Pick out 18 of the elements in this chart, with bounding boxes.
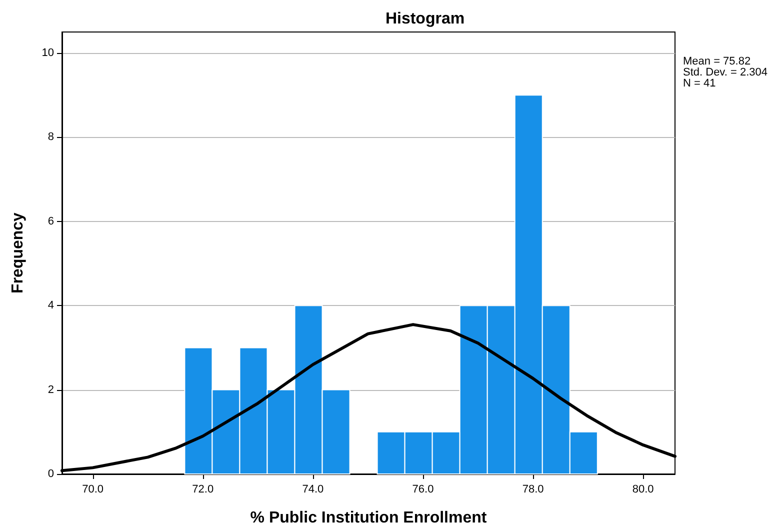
chart-title: Histogram: [385, 10, 465, 28]
text: Mean = 75.82: [683, 56, 751, 68]
y-axis-title: Frequency: [10, 212, 26, 294]
text: Std. Dev. = 2.304: [683, 66, 768, 78]
x-tick-label: 70.0: [82, 484, 104, 496]
x-tick-label: 72.0: [192, 484, 214, 496]
x-tick-label: 80.0: [632, 484, 654, 496]
text: N = 41: [683, 78, 716, 90]
y-tick-label: 4: [48, 300, 54, 312]
y-tick-label: 2: [48, 384, 54, 396]
y-tick-label: 6: [48, 215, 54, 228]
y-tick-label: 10: [42, 47, 54, 60]
y-tick-label: 8: [48, 131, 54, 144]
x-tick-label: 74.0: [302, 484, 324, 496]
x-tick-label: 76.0: [412, 484, 434, 496]
y-tick-label: 0: [48, 468, 54, 480]
x-tick-label: 78.0: [522, 484, 544, 496]
x-axis-title: % Public Institution Enrollment: [250, 510, 488, 526]
